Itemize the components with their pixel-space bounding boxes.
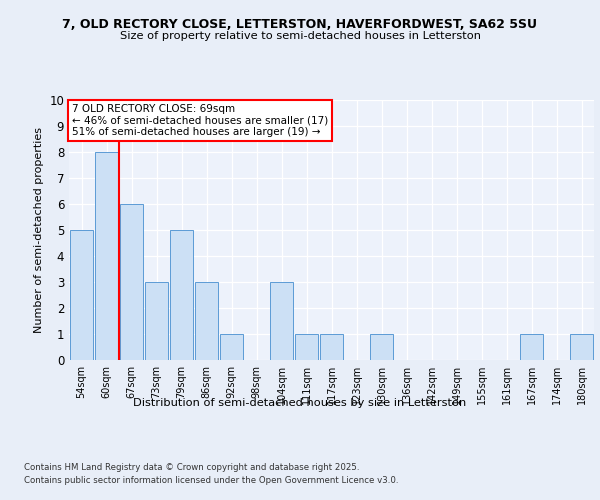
Text: Contains public sector information licensed under the Open Government Licence v3: Contains public sector information licen… — [24, 476, 398, 485]
Bar — [195, 282, 218, 360]
Text: Distribution of semi-detached houses by size in Letterston: Distribution of semi-detached houses by … — [133, 398, 467, 407]
Bar — [145, 282, 168, 360]
Bar — [170, 230, 193, 360]
Bar — [270, 282, 293, 360]
Bar — [320, 334, 343, 360]
Text: 7 OLD RECTORY CLOSE: 69sqm
← 46% of semi-detached houses are smaller (17)
51% of: 7 OLD RECTORY CLOSE: 69sqm ← 46% of semi… — [71, 104, 328, 137]
Bar — [70, 230, 93, 360]
Bar — [295, 334, 318, 360]
Bar — [370, 334, 393, 360]
Bar — [570, 334, 593, 360]
Text: Size of property relative to semi-detached houses in Letterston: Size of property relative to semi-detach… — [119, 31, 481, 41]
Bar — [95, 152, 118, 360]
Text: 7, OLD RECTORY CLOSE, LETTERSTON, HAVERFORDWEST, SA62 5SU: 7, OLD RECTORY CLOSE, LETTERSTON, HAVERF… — [62, 18, 538, 30]
Y-axis label: Number of semi-detached properties: Number of semi-detached properties — [34, 127, 44, 333]
Bar — [120, 204, 143, 360]
Bar — [520, 334, 543, 360]
Bar — [220, 334, 243, 360]
Text: Contains HM Land Registry data © Crown copyright and database right 2025.: Contains HM Land Registry data © Crown c… — [24, 462, 359, 471]
